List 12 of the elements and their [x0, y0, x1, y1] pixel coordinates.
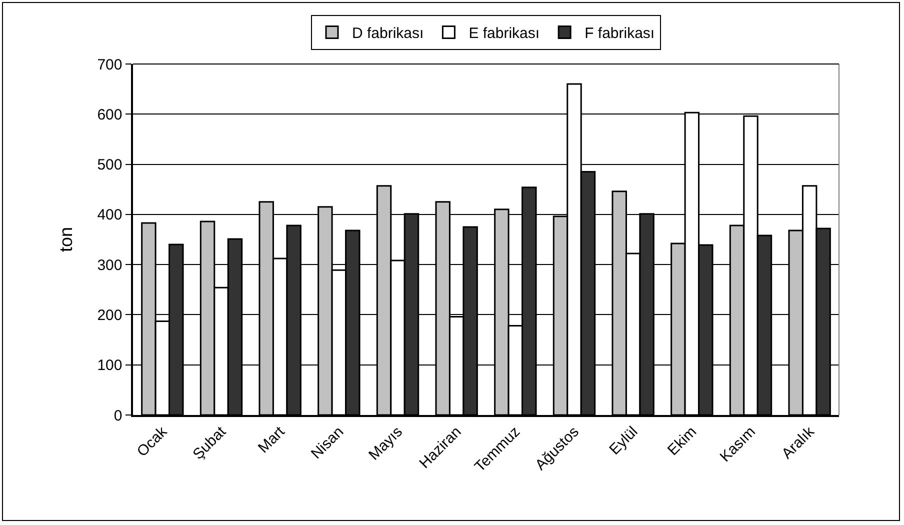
- y-tick-label: 100: [97, 357, 122, 374]
- y-tick-label: 300: [97, 256, 122, 274]
- legend-label: F fabrikası: [584, 25, 655, 42]
- y-tick-label: 600: [97, 106, 122, 124]
- y-tick-label: 200: [97, 306, 122, 324]
- y-tick-label: 500: [97, 156, 122, 174]
- legend-label: D fabrikası: [352, 25, 424, 42]
- y-tick-label: 400: [97, 206, 122, 224]
- y-tick-label: 700: [97, 56, 122, 74]
- y-tick-label: 0: [114, 407, 122, 424]
- y-axis-title: ton: [56, 226, 76, 252]
- legend-label: E fabrikası: [468, 25, 540, 42]
